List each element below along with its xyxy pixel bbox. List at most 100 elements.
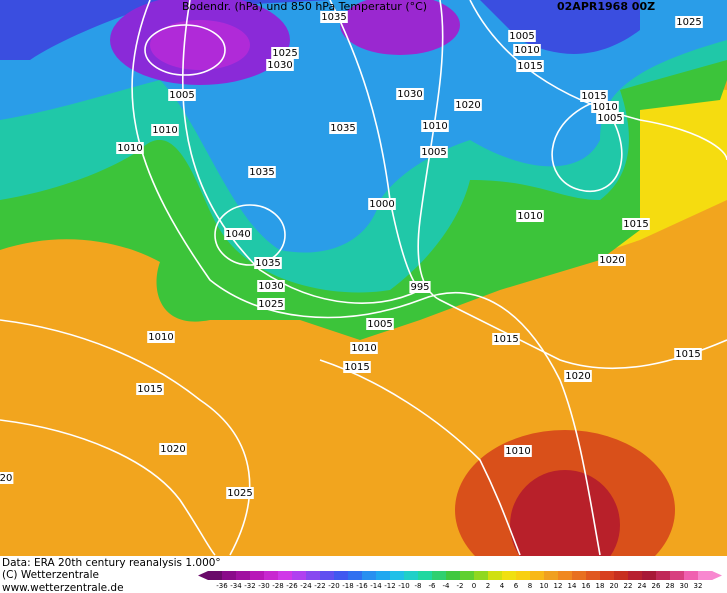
isobar-label-bg bbox=[320, 11, 348, 23]
isobar-label-bg bbox=[116, 142, 144, 154]
isobar-label-bg bbox=[409, 281, 431, 293]
isobar-label-bg bbox=[504, 445, 532, 457]
isobar-label-bg bbox=[513, 44, 541, 56]
isobar-label: 1035 bbox=[255, 258, 280, 269]
colorbar-end bbox=[198, 571, 208, 580]
isobar-label-bg bbox=[254, 257, 282, 269]
colorbar-cell bbox=[670, 571, 685, 580]
isobar-label: 1030 bbox=[397, 89, 422, 100]
colorbar-label: -20 bbox=[328, 582, 339, 590]
colorbar-cell bbox=[446, 571, 461, 580]
isobar-label: 1015 bbox=[493, 334, 518, 345]
isobar-label-bg bbox=[564, 370, 592, 382]
isobar-label-bg bbox=[329, 122, 357, 134]
colorbar-cell bbox=[264, 571, 279, 580]
isobar-label: 1010 bbox=[117, 143, 142, 154]
colorbar-cell bbox=[516, 571, 531, 580]
colorbar-cell bbox=[544, 571, 559, 580]
isobar-label-bg bbox=[366, 318, 394, 330]
cold-core bbox=[150, 20, 250, 70]
isobar-label: 1015 bbox=[675, 349, 700, 360]
colorbar-cell bbox=[250, 571, 265, 580]
colorbar-label: -36 bbox=[216, 582, 228, 590]
isobar-label-bg bbox=[226, 487, 254, 499]
colorbar-label: -34 bbox=[230, 582, 242, 590]
isobar bbox=[131, 0, 601, 556]
isobar-label: 1010 bbox=[592, 102, 617, 113]
isobar-label-bg bbox=[224, 228, 252, 240]
colorbar-label: 2 bbox=[486, 582, 490, 590]
colorbar-cell bbox=[292, 571, 307, 580]
colorbar-label: -30 bbox=[258, 582, 269, 590]
colorbar-cell bbox=[460, 571, 475, 580]
colorbar-label: 0 bbox=[472, 582, 476, 590]
footer-data: Data: ERA 20th century reanalysis 1.000° bbox=[2, 557, 221, 569]
isobar-label: 1010 bbox=[505, 446, 530, 457]
isobar-label: 1015 bbox=[517, 61, 542, 72]
colorbar: -36 -34 -32 -30 -28 -26 -24 -22 -20 -18 -16 -14 -12-… bbox=[198, 571, 722, 590]
colorbar-label: -2 bbox=[457, 582, 464, 590]
isobar-label: 1000 bbox=[369, 199, 394, 210]
isobar-label-bg bbox=[350, 342, 378, 354]
colorbar-cell bbox=[488, 571, 503, 580]
colorbar-cell bbox=[642, 571, 657, 580]
isobar-label-bg bbox=[368, 198, 396, 210]
isobar-label-bg bbox=[248, 166, 276, 178]
isobar-label-bg bbox=[0, 472, 14, 484]
colorbar-label: 16 bbox=[582, 582, 591, 590]
isobar-label: 1015 bbox=[581, 91, 606, 102]
colorbar-cell bbox=[572, 571, 587, 580]
isobar bbox=[329, 0, 421, 291]
isobar-label: 1010 bbox=[422, 121, 447, 132]
colorbar-label: -10 bbox=[398, 582, 409, 590]
colorbar-cell bbox=[404, 571, 419, 580]
colorbar-label: 22 bbox=[624, 582, 633, 590]
colorbar-cell bbox=[362, 571, 377, 580]
isobar-label: 1005 bbox=[509, 31, 534, 42]
map-date: 02APR1968 00Z bbox=[557, 0, 655, 13]
isobar-label: 1010 bbox=[351, 343, 376, 354]
isobar-label-bg bbox=[147, 331, 175, 343]
isobar bbox=[551, 99, 623, 193]
isobar-label-bg bbox=[591, 101, 619, 113]
isobar bbox=[144, 24, 226, 76]
colorbar-label: -26 bbox=[286, 582, 298, 590]
colorbar-cell bbox=[376, 571, 391, 580]
colorbar-label: 26 bbox=[652, 582, 661, 590]
colorbar-cell bbox=[222, 571, 237, 580]
isobar-label-bg bbox=[151, 124, 179, 136]
colorbar-cell bbox=[348, 571, 363, 580]
isobars bbox=[0, 0, 727, 556]
isobar bbox=[469, 0, 727, 161]
colorbar-cell bbox=[698, 571, 713, 580]
colorbar-end bbox=[712, 571, 722, 580]
isobar-label: 1015 bbox=[137, 384, 162, 395]
colorbar-cell bbox=[614, 571, 629, 580]
isobar-label-bg bbox=[168, 89, 196, 101]
colorbar-cell bbox=[628, 571, 643, 580]
colorbar-cell bbox=[432, 571, 447, 580]
colorbar-cell bbox=[558, 571, 573, 580]
isobar-label-bg bbox=[492, 333, 520, 345]
colorbar-label: 18 bbox=[596, 582, 605, 590]
colorbar-cell bbox=[306, 571, 321, 580]
isobar-label-bg bbox=[257, 280, 285, 292]
isobar-label: 1010 bbox=[152, 125, 177, 136]
isobar-label: 1030 bbox=[258, 281, 283, 292]
isobar-label: 1025 bbox=[272, 48, 297, 59]
isobar-label-bg bbox=[596, 112, 624, 124]
colorbar-label: -24 bbox=[300, 582, 312, 590]
colorbar-label: -32 bbox=[244, 582, 255, 590]
isobar-label: 1020 bbox=[599, 255, 624, 266]
isobar-label-bg bbox=[396, 88, 424, 100]
colorbar-label: 32 bbox=[694, 582, 703, 590]
colorbar-label: -8 bbox=[415, 582, 422, 590]
colorbar-cell bbox=[418, 571, 433, 580]
isobar-label-bg bbox=[159, 443, 187, 455]
isobar-label-bg bbox=[421, 120, 449, 132]
isobar-label: 1035 bbox=[249, 167, 274, 178]
colorbar-cell bbox=[684, 571, 699, 580]
colorbar-cell bbox=[656, 571, 671, 580]
isobar-label-bg bbox=[420, 146, 448, 158]
